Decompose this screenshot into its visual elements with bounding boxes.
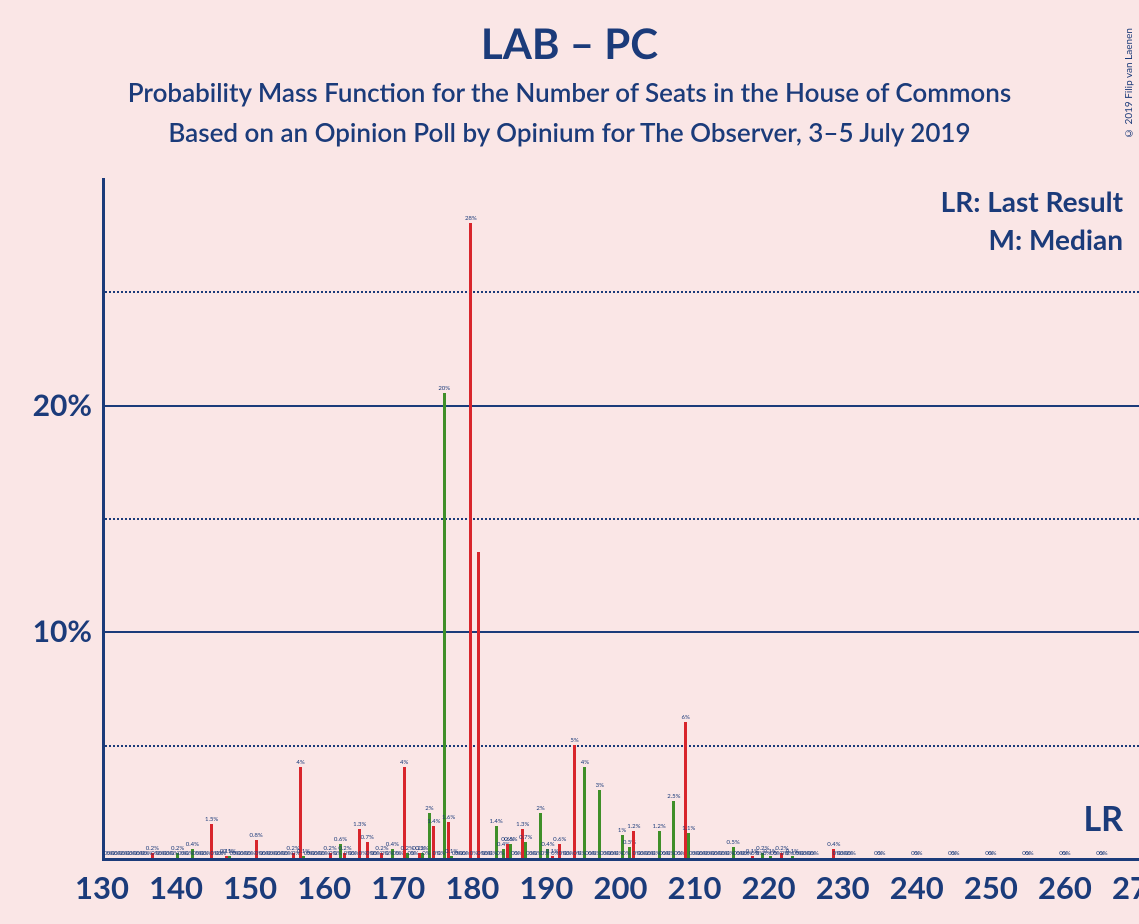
- x-tick-label: 250: [964, 868, 1018, 906]
- bar-value-label: 0.5%: [727, 839, 740, 846]
- bar-value-label: 0%: [847, 850, 855, 857]
- bar-value-label: 0.6%: [504, 836, 517, 843]
- bar-value-label: 0.6%: [334, 836, 347, 843]
- gridline-minor: [105, 291, 1139, 293]
- chart-title: LAB – PC: [0, 18, 1139, 68]
- bar-value-label: 6%: [682, 714, 690, 721]
- gridline-major: [105, 631, 1139, 633]
- bar-value-label: 0.6%: [553, 836, 566, 843]
- bar-red: [469, 223, 472, 858]
- bar-value-label: 4%: [581, 759, 589, 766]
- x-tick-label: 180: [445, 868, 499, 906]
- gridline-minor: [105, 745, 1139, 747]
- legend-last-result: LR: Last Result: [941, 184, 1123, 218]
- bar-red: [403, 767, 406, 858]
- bar-value-label: 3%: [596, 782, 604, 789]
- x-axis: [102, 858, 1139, 861]
- lr-marker: LR: [1083, 798, 1123, 839]
- bar-value-label: 0.4%: [386, 841, 399, 848]
- x-tick-label: 220: [742, 868, 796, 906]
- bar-value-label: 20%: [438, 385, 450, 392]
- copyright-text: © 2019 Filip van Laenen: [1123, 28, 1135, 139]
- bar-value-label: 1.3%: [516, 821, 529, 828]
- bar-green: [583, 767, 586, 858]
- bar-value-label: 0.4%: [827, 841, 840, 848]
- bar-value-label: 5%: [570, 737, 578, 744]
- bar-value-label: 0%: [988, 850, 996, 857]
- bar-value-label: 1.2%: [627, 823, 640, 830]
- bar-value-label: 2.5%: [667, 793, 680, 800]
- bar-value-label: 0%: [914, 850, 922, 857]
- x-tick-label: 150: [223, 868, 277, 906]
- bar-value-label: 2%: [425, 805, 433, 812]
- x-tick-label: 210: [668, 868, 722, 906]
- bar-value-label: 1.4%: [489, 818, 502, 825]
- bar-value-label: 0%: [951, 850, 959, 857]
- bar-value-label: 1.6%: [442, 814, 455, 821]
- x-tick-label: 260: [1038, 868, 1092, 906]
- x-tick-label: 160: [297, 868, 351, 906]
- x-tick-label: 170: [371, 868, 425, 906]
- bar-value-label: 0.7%: [519, 834, 532, 841]
- x-tick-label: 190: [519, 868, 573, 906]
- bar-value-label: 0.7%: [361, 834, 374, 841]
- bar-value-label: 0%: [877, 850, 885, 857]
- header: LAB – PC Probability Mass Function for t…: [0, 18, 1139, 148]
- x-tick-label: 200: [594, 868, 648, 906]
- bar-value-label: 1.5%: [205, 816, 218, 823]
- x-tick-label: 270: [1112, 868, 1139, 906]
- bar-value-label: 0%: [1025, 850, 1033, 857]
- bar-value-label: 28%: [465, 215, 477, 222]
- bar-value-label: 1.1%: [682, 825, 695, 832]
- bar-value-label: 2%: [536, 805, 544, 812]
- bar-green: [443, 393, 446, 858]
- gridline-major: [105, 405, 1139, 407]
- plot-area: 10%20%1301401501601701801902002102202302…: [102, 178, 1139, 878]
- bar-value-label: 1.4%: [427, 818, 440, 825]
- bar-green: [598, 790, 601, 858]
- bar-red: [477, 552, 480, 858]
- x-tick-label: 230: [816, 868, 870, 906]
- chart-subtitle-1: Probability Mass Function for the Number…: [0, 76, 1139, 108]
- chart-subtitle-2: Based on an Opinion Poll by Opinium for …: [0, 116, 1139, 148]
- x-tick-label: 240: [890, 868, 944, 906]
- bar-red: [299, 767, 302, 858]
- bar-value-label: 0.4%: [186, 841, 199, 848]
- bar-value-label: 1.2%: [652, 823, 665, 830]
- bar-value-label: 1%: [618, 827, 626, 834]
- bar-value-label: 4%: [400, 759, 408, 766]
- y-tick-label: 20%: [33, 387, 92, 423]
- bar-value-label: 0%: [496, 850, 504, 857]
- bar-value-label: 0%: [810, 850, 818, 857]
- bar-red: [573, 745, 576, 858]
- legend-median: M: Median: [989, 222, 1123, 256]
- bar-value-label: 1.3%: [353, 821, 366, 828]
- x-tick-label: 130: [75, 868, 129, 906]
- pmf-bar-chart: 10%20%1301401501601701801902002102202302…: [102, 178, 1139, 878]
- bar-value-label: 0%: [622, 850, 630, 857]
- bar-value-label: 0%: [1099, 850, 1107, 857]
- bar-value-label: 0%: [422, 850, 430, 857]
- x-tick-label: 140: [149, 868, 203, 906]
- bar-value-label: 0.8%: [249, 832, 262, 839]
- bar-value-label: 4%: [296, 759, 304, 766]
- gridline-minor: [105, 518, 1139, 520]
- y-tick-label: 10%: [33, 613, 92, 649]
- bar-value-label: 0%: [1062, 850, 1070, 857]
